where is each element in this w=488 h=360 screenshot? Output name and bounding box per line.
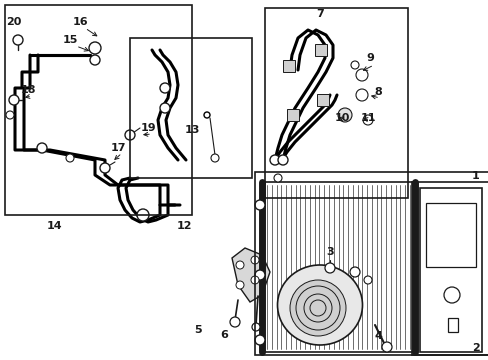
Bar: [447, 318, 457, 332]
Circle shape: [90, 55, 100, 65]
Circle shape: [254, 200, 264, 210]
Circle shape: [254, 270, 264, 280]
Text: 15: 15: [62, 35, 78, 45]
Circle shape: [13, 35, 23, 45]
Bar: [425, 203, 475, 267]
Text: 12: 12: [176, 221, 191, 231]
Circle shape: [337, 108, 351, 122]
Text: 1: 1: [471, 171, 479, 181]
Bar: [283, 60, 294, 72]
Text: 20: 20: [6, 17, 21, 27]
Text: 9: 9: [366, 53, 373, 63]
Circle shape: [355, 69, 367, 81]
Text: 13: 13: [184, 125, 199, 135]
Circle shape: [210, 154, 219, 162]
Text: 10: 10: [334, 113, 349, 123]
Text: 3: 3: [325, 247, 333, 257]
Text: 11: 11: [360, 113, 375, 123]
Circle shape: [350, 61, 358, 69]
Text: 14: 14: [47, 221, 62, 231]
Bar: [262, 182, 414, 352]
Circle shape: [229, 317, 240, 327]
Circle shape: [349, 267, 359, 277]
Text: 4: 4: [373, 331, 381, 341]
Circle shape: [269, 155, 280, 165]
Circle shape: [137, 209, 149, 221]
Circle shape: [363, 276, 371, 284]
Circle shape: [66, 154, 74, 162]
Bar: [254, 172, 488, 355]
Bar: [314, 44, 326, 56]
Circle shape: [160, 103, 170, 113]
Circle shape: [89, 42, 101, 54]
Text: 5: 5: [194, 325, 202, 335]
Circle shape: [9, 95, 19, 105]
Bar: [316, 94, 328, 106]
Bar: [264, 8, 407, 198]
Circle shape: [254, 335, 264, 345]
Circle shape: [125, 130, 135, 140]
Text: 2: 2: [471, 343, 479, 353]
Text: 7: 7: [315, 9, 323, 19]
Circle shape: [203, 112, 209, 118]
Circle shape: [355, 89, 367, 101]
Bar: [419, 188, 481, 352]
Ellipse shape: [277, 265, 362, 345]
Bar: [5, 5, 192, 215]
Circle shape: [443, 287, 459, 303]
Circle shape: [381, 342, 391, 352]
Text: 19: 19: [140, 123, 156, 133]
Circle shape: [273, 174, 282, 182]
Circle shape: [289, 280, 346, 336]
Text: 16: 16: [72, 17, 88, 27]
Circle shape: [37, 143, 47, 153]
Bar: [130, 38, 251, 178]
Text: 6: 6: [220, 330, 227, 340]
Polygon shape: [231, 248, 269, 302]
Circle shape: [325, 263, 334, 273]
Text: 8: 8: [373, 87, 381, 97]
Circle shape: [236, 261, 244, 269]
Circle shape: [100, 163, 110, 173]
Bar: [411, 182, 488, 355]
Bar: [286, 109, 298, 121]
Circle shape: [250, 276, 259, 284]
Circle shape: [6, 111, 14, 119]
Circle shape: [278, 155, 287, 165]
Text: 18: 18: [20, 85, 36, 95]
Circle shape: [362, 115, 372, 125]
Circle shape: [251, 323, 260, 331]
Circle shape: [236, 281, 244, 289]
Circle shape: [250, 256, 259, 264]
Text: 17: 17: [110, 143, 125, 153]
Circle shape: [160, 83, 170, 93]
